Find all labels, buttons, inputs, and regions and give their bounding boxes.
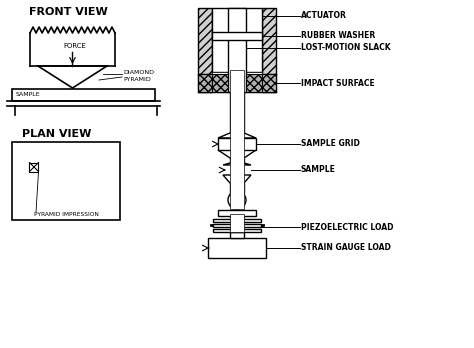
Bar bbox=[218, 210, 256, 216]
Text: ACTUATOR: ACTUATOR bbox=[301, 11, 347, 21]
Bar bbox=[198, 74, 212, 92]
Bar bbox=[212, 72, 262, 74]
Bar bbox=[230, 232, 244, 238]
Text: DIAMOND
PYRAMID: DIAMOND PYRAMID bbox=[123, 70, 154, 81]
Bar bbox=[230, 183, 244, 193]
Bar bbox=[12, 142, 120, 220]
Bar bbox=[212, 8, 262, 72]
Bar bbox=[29, 163, 38, 172]
Bar bbox=[230, 216, 244, 217]
Bar bbox=[246, 74, 262, 92]
Text: FORCE: FORCE bbox=[63, 42, 86, 48]
Text: LOST-MOTION SLACK: LOST-MOTION SLACK bbox=[301, 44, 391, 53]
Bar bbox=[212, 32, 262, 40]
Polygon shape bbox=[218, 150, 256, 158]
Polygon shape bbox=[218, 133, 256, 138]
Circle shape bbox=[228, 191, 246, 209]
Text: SAMPLE: SAMPLE bbox=[16, 93, 41, 97]
Text: PYRAMID IMPRESSION: PYRAMID IMPRESSION bbox=[34, 212, 99, 216]
Bar bbox=[12, 89, 155, 101]
Bar bbox=[213, 219, 261, 222]
Bar bbox=[213, 229, 261, 232]
Bar bbox=[230, 92, 244, 133]
Bar bbox=[213, 224, 261, 227]
Text: PIEZOELECTRIC LOAD: PIEZOELECTRIC LOAD bbox=[301, 222, 393, 231]
Bar bbox=[230, 189, 244, 193]
Text: SAMPLE GRID: SAMPLE GRID bbox=[301, 140, 360, 149]
Text: FRONT VIEW: FRONT VIEW bbox=[28, 7, 108, 17]
Text: SAMPLE: SAMPLE bbox=[301, 166, 336, 174]
Text: RUBBER WASHER: RUBBER WASHER bbox=[301, 32, 375, 40]
Text: STRAIN GAUGE LOAD: STRAIN GAUGE LOAD bbox=[301, 244, 391, 253]
Bar bbox=[230, 70, 244, 209]
Bar bbox=[218, 138, 256, 150]
Bar bbox=[230, 214, 244, 232]
Text: IMPACT SURFACE: IMPACT SURFACE bbox=[301, 79, 375, 87]
Bar bbox=[262, 74, 276, 92]
Bar bbox=[198, 8, 212, 92]
Bar bbox=[230, 158, 244, 163]
Polygon shape bbox=[223, 175, 251, 183]
Bar bbox=[212, 74, 228, 92]
Bar bbox=[228, 8, 246, 92]
Polygon shape bbox=[223, 163, 251, 165]
Bar bbox=[208, 238, 266, 258]
Bar bbox=[262, 8, 276, 92]
Text: PLAN VIEW: PLAN VIEW bbox=[22, 129, 91, 139]
